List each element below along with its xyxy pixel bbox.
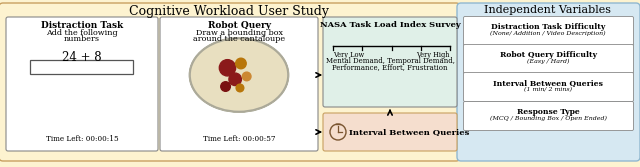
Text: Very Low: Very Low [333,51,364,59]
FancyBboxPatch shape [457,3,640,161]
FancyBboxPatch shape [160,17,318,151]
Circle shape [229,73,241,86]
Circle shape [243,72,251,81]
Text: Add the following: Add the following [46,29,118,37]
Text: numbers: numbers [64,35,100,43]
Text: (1 min/ 2 mins): (1 min/ 2 mins) [524,87,572,92]
FancyBboxPatch shape [323,113,457,151]
FancyBboxPatch shape [6,17,158,151]
Text: (None/ Addition / Video Description): (None/ Addition / Video Description) [490,31,606,36]
Text: NASA Task Load Index Survey: NASA Task Load Index Survey [319,21,460,29]
Text: Very High: Very High [417,51,450,59]
Text: 24 + 8: 24 + 8 [62,51,102,64]
Text: Independent Variables: Independent Variables [484,5,611,15]
FancyBboxPatch shape [0,3,460,161]
Text: Time Left: 00:00:57: Time Left: 00:00:57 [203,135,275,143]
Text: Draw a bounding box: Draw a bounding box [195,29,282,37]
Text: Mental Demand, Temporal Demand,: Mental Demand, Temporal Demand, [326,57,454,65]
FancyBboxPatch shape [463,44,634,73]
FancyBboxPatch shape [463,72,634,102]
Text: Robot Query: Robot Query [207,21,271,30]
Text: Robot Query Difficulty: Robot Query Difficulty [499,51,596,59]
FancyBboxPatch shape [323,17,457,107]
Ellipse shape [189,38,289,113]
Text: Distraction Task: Distraction Task [41,21,123,30]
FancyBboxPatch shape [30,60,133,74]
Text: Distraction Task Difficulty: Distraction Task Difficulty [491,23,605,31]
Text: Performance, Effort, Frustration: Performance, Effort, Frustration [332,63,448,71]
Text: Time Left: 00:00:15: Time Left: 00:00:15 [45,135,118,143]
Circle shape [236,58,246,69]
Circle shape [221,82,230,91]
FancyBboxPatch shape [463,102,634,130]
Circle shape [236,84,244,92]
Text: Interval Between Queries: Interval Between Queries [493,79,603,87]
Text: (MCQ / Bounding Box / Open Ended): (MCQ / Bounding Box / Open Ended) [490,116,607,121]
Circle shape [220,60,236,76]
Text: around the cantaloupe: around the cantaloupe [193,35,285,43]
FancyBboxPatch shape [463,17,634,45]
Text: Response Type: Response Type [516,108,579,116]
Text: Interval Between Queries: Interval Between Queries [349,128,469,136]
Text: Cognitive Workload User Study: Cognitive Workload User Study [129,5,329,18]
Text: (Easy / Hard): (Easy / Hard) [527,59,569,64]
